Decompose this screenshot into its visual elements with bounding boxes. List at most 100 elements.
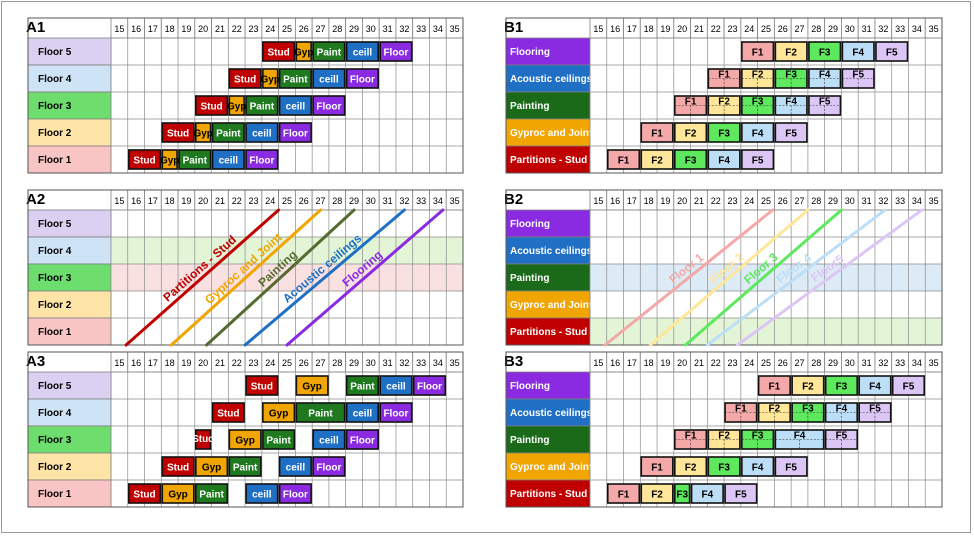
day-label: 34	[912, 358, 922, 368]
block-label: F4	[701, 490, 713, 501]
block-label: Paint	[266, 436, 291, 447]
schedule-line	[736, 208, 924, 347]
block-label: F3	[718, 463, 730, 474]
block-label: F1	[735, 404, 747, 415]
day-label: 30	[845, 196, 855, 206]
day-label: 34	[433, 196, 443, 206]
day-label: 32	[399, 24, 409, 34]
day-label: 16	[610, 24, 620, 34]
day-label: 26	[778, 196, 788, 206]
row-label: Gyproc and Joint	[510, 462, 593, 473]
day-label: 16	[131, 358, 141, 368]
schedule-block	[707, 122, 741, 143]
block-label: Floor	[383, 409, 408, 420]
day-label: 35	[450, 358, 460, 368]
panel-title: B3	[504, 353, 523, 370]
day-label: 26	[299, 196, 309, 206]
row-label: Floor 2	[38, 128, 72, 139]
block-label: ceill	[286, 463, 306, 474]
row-label-cell	[27, 371, 112, 400]
schedule-block	[262, 402, 296, 423]
block-label: Gyp	[261, 75, 280, 86]
day-label: 27	[316, 196, 326, 206]
schedule-block	[690, 483, 724, 504]
schedule-block	[245, 375, 279, 396]
day-label: 24	[265, 196, 275, 206]
schedule-block	[379, 402, 413, 423]
block-label: F5	[752, 156, 764, 167]
panel-title: A2	[26, 191, 45, 208]
block-label: F2	[802, 382, 814, 393]
block-label: F2	[769, 404, 781, 415]
day-label: 31	[383, 358, 393, 368]
day-label: 24	[265, 358, 275, 368]
block-label: F4	[836, 404, 848, 415]
day-label: 21	[694, 24, 704, 34]
row-label-cell	[505, 452, 591, 481]
block-label: Stud	[251, 382, 273, 393]
block-label: F3	[752, 97, 764, 108]
schedule-block	[841, 41, 875, 62]
schedule-block	[195, 429, 212, 450]
schedule-block	[707, 149, 741, 170]
schedule-block	[228, 429, 262, 450]
schedule-block	[228, 95, 245, 116]
day-label: 20	[198, 24, 208, 34]
block-label: F5	[819, 97, 831, 108]
schedule-block	[674, 456, 708, 477]
day-label: 32	[878, 358, 888, 368]
day-label: 31	[383, 196, 393, 206]
day-label: 31	[862, 24, 872, 34]
schedule-block	[245, 483, 279, 504]
block-label: Floor	[383, 48, 408, 59]
day-label: 15	[114, 358, 124, 368]
day-label: 15	[593, 24, 603, 34]
row-label-cell	[27, 91, 112, 120]
row-label: Floor 3	[38, 435, 72, 446]
row-label-cell	[27, 209, 112, 238]
panel-title: A1	[26, 19, 45, 36]
schedule-block	[262, 68, 279, 89]
block-label: Stud	[217, 409, 239, 420]
row-label: Flooring	[510, 381, 550, 392]
block-label: ceill	[219, 156, 239, 167]
day-label: 23	[248, 358, 258, 368]
block-label: F4	[794, 431, 806, 442]
schedule-block	[674, 122, 708, 143]
day-label: 16	[610, 196, 620, 206]
block-label: F4	[752, 463, 764, 474]
block-label: Floor	[316, 463, 341, 474]
row-label: Painting	[510, 101, 549, 112]
block-label: Paint	[308, 409, 333, 420]
day-label: 28	[811, 24, 821, 34]
schedule-line	[124, 208, 281, 347]
schedule-block	[228, 456, 262, 477]
block-label: Gyp	[168, 490, 187, 501]
block-label: F4	[819, 70, 831, 81]
day-label: 30	[845, 24, 855, 34]
row-label: Floor 5	[38, 381, 72, 392]
schedule-block	[640, 456, 674, 477]
block-label: Floor	[350, 436, 375, 447]
block-label: F1	[685, 431, 697, 442]
block-label: Paint	[183, 156, 208, 167]
block-label: Stud	[234, 75, 256, 86]
schedule-block	[278, 456, 312, 477]
day-label: 35	[450, 24, 460, 34]
block-label: F1	[769, 382, 781, 393]
block-label: ceill	[252, 129, 272, 140]
day-label: 26	[778, 24, 788, 34]
schedule-block	[245, 149, 279, 170]
day-label: 28	[811, 358, 821, 368]
block-label: F5	[785, 463, 797, 474]
schedule-block	[161, 456, 195, 477]
schedule-block	[195, 456, 229, 477]
schedule-block	[245, 122, 279, 143]
day-label: 18	[165, 196, 175, 206]
day-label: 15	[593, 196, 603, 206]
block-label: Stud	[133, 156, 155, 167]
day-label: 25	[282, 24, 292, 34]
schedule-block	[245, 95, 279, 116]
day-label: 26	[299, 358, 309, 368]
